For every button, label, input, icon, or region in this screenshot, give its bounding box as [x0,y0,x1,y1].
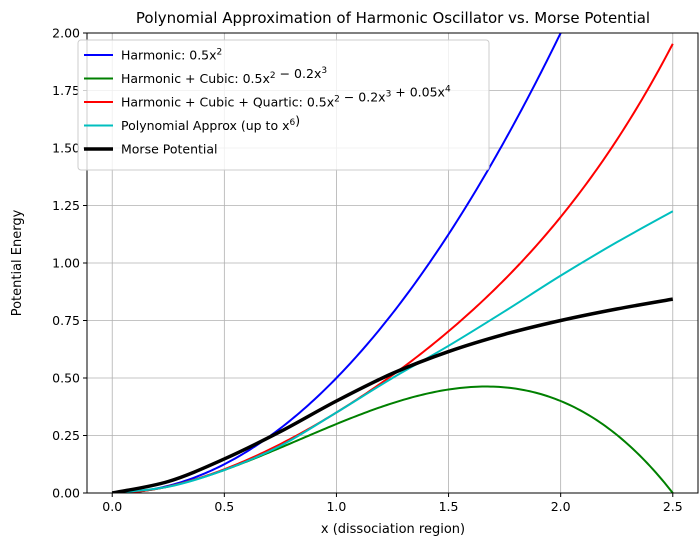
y-tick-label-7: 1.75 [52,83,80,98]
legend-label-2: Harmonic + Cubic + Quartic: 0.5x2 − 0.2x… [121,85,451,110]
legend-label-3: Polynomial Approx (up to x6) [121,113,300,133]
series-lines [111,33,674,493]
series-line-0 [112,33,562,493]
legend-label-1: Harmonic + Cubic: 0.5x2 − 0.2x3 [121,66,327,86]
y-axis-label: Potential Energy [10,209,25,316]
y-tick-label-0: 0.00 [52,486,80,501]
x-tick-label-5: 2.5 [663,499,683,514]
chart-title: Polynomial Approximation of Harmonic Osc… [136,9,650,27]
series-line-3 [112,210,674,493]
x-tick-label-1: 0.5 [214,499,234,514]
x-tick-label-2: 1.0 [326,499,346,514]
legend: Harmonic: 0.5x2 Harmonic + Cubic: 0.5x2 −… [77,39,490,171]
y-tick-label-4: 1.00 [52,256,80,271]
legend-label-4: Morse Potential [121,142,218,157]
y-tick-label-5: 1.25 [52,198,80,213]
legend-box [77,39,490,171]
y-tick-label-8: 2.00 [52,26,80,41]
series-line-4 [111,297,674,493]
y-tick-label-1: 0.25 [52,428,80,443]
x-tick-label-3: 1.5 [439,499,459,514]
legend-label-0: Harmonic: 0.5x2 [121,48,222,63]
y-tick-label-6: 1.50 [52,141,80,156]
x-tick-label-4: 2.0 [551,499,571,514]
x-tick-label-0: 0.0 [102,499,122,514]
x-axis-label: x (dissociation region) [321,522,465,537]
axis-ticks: 0.0 0.5 1.0 1.5 2.0 2.5 0.00 0.25 0.50 0.75 1.00 1.… [52,26,683,515]
y-tick-label-3: 0.75 [52,313,80,328]
y-tick-label-2: 0.50 [52,371,80,386]
